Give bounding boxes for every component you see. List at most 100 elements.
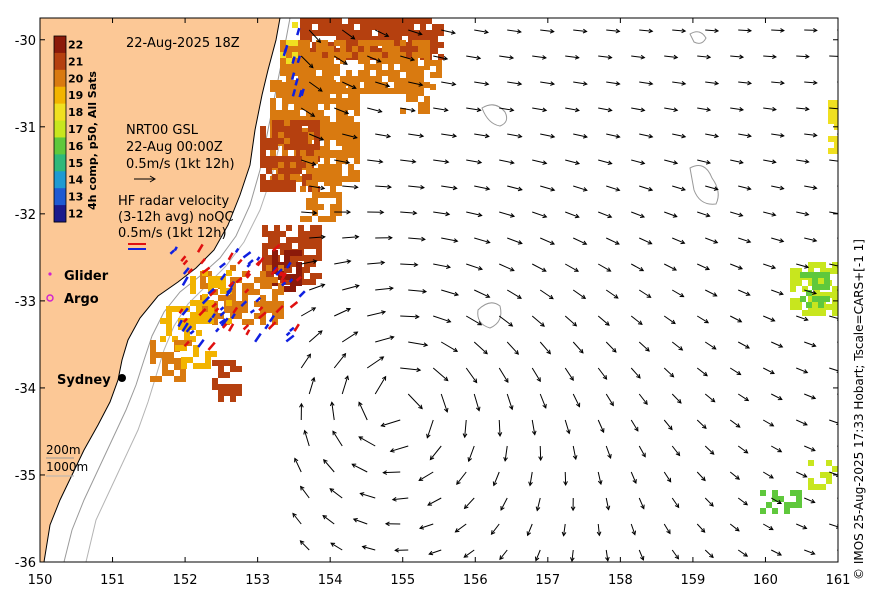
sst-pixel xyxy=(826,268,832,274)
land-mass xyxy=(40,18,281,562)
current-arrow-head xyxy=(412,210,418,216)
current-arrow xyxy=(837,445,838,447)
sst-pixel xyxy=(162,370,168,376)
current-arrow xyxy=(829,315,838,319)
current-arrow-head xyxy=(542,160,548,165)
sst-pixel xyxy=(820,280,826,286)
current-arrow xyxy=(639,237,652,245)
hf-vector xyxy=(242,323,250,331)
sst-pixel xyxy=(834,136,838,142)
sst-pixel xyxy=(196,306,202,312)
sst-pixel xyxy=(310,273,316,279)
current-arrow xyxy=(408,341,428,346)
current-arrow xyxy=(597,523,600,536)
sst-pixel xyxy=(208,306,214,312)
sst-pixel xyxy=(838,280,844,286)
sst-pixel xyxy=(818,302,824,308)
sst-pixel xyxy=(322,76,328,82)
sst-pixel xyxy=(190,324,196,330)
current-arrow-head xyxy=(294,457,299,463)
sst-pixel xyxy=(310,261,316,267)
sst-pixel xyxy=(348,18,354,24)
sst-pixel xyxy=(314,120,320,126)
current-arrow-head xyxy=(845,342,849,346)
sst-pixel xyxy=(814,262,820,268)
current-arrow-head xyxy=(477,159,483,165)
current-arrow-head xyxy=(351,463,357,468)
current-arrow-head xyxy=(737,318,743,323)
sst-pixel xyxy=(376,40,382,46)
current-arrow-head xyxy=(417,31,423,36)
sst-pixel xyxy=(296,262,302,268)
sst-pixel xyxy=(266,162,272,168)
current-arrow xyxy=(638,445,646,457)
sst-pixel xyxy=(260,126,266,132)
sst-pixel xyxy=(284,262,290,268)
current-arrow-head xyxy=(549,28,555,34)
sst-pixel xyxy=(212,384,218,390)
sst-pixel xyxy=(284,156,290,162)
sst-pixel xyxy=(288,92,294,98)
sst-pixel xyxy=(306,86,312,92)
sst-pixel xyxy=(388,88,394,94)
sst-pixel xyxy=(310,279,316,285)
current-arrow-head xyxy=(804,159,810,164)
sst-pixel xyxy=(342,176,348,182)
sst-pixel xyxy=(266,180,272,186)
current-arrow-head xyxy=(574,55,580,60)
sst-pixel xyxy=(818,296,824,302)
sst-pixel xyxy=(294,110,300,116)
lon-axis: 150 151 152 153 154 155 156 157 158 159 160 161 xyxy=(28,18,850,588)
current-arrow xyxy=(531,367,541,382)
sst-pixel xyxy=(308,174,314,180)
current-arrow-head xyxy=(674,503,680,509)
current-arrow-head xyxy=(542,55,547,60)
sst-pixel xyxy=(838,268,844,274)
sst-pixel xyxy=(296,280,302,286)
sst-pixel xyxy=(224,295,230,301)
sst-pixel xyxy=(276,86,282,92)
current-arrow xyxy=(829,471,838,476)
sst-pixel xyxy=(832,286,838,292)
current-arrow xyxy=(506,289,522,299)
sst-pixel xyxy=(812,284,818,290)
sst-pixel xyxy=(824,278,830,284)
current-arrow-head xyxy=(452,133,458,139)
sst-pixel xyxy=(220,288,226,294)
sst-pixel xyxy=(328,70,334,76)
current-arrow-head xyxy=(712,292,718,297)
current-arrow xyxy=(366,356,384,369)
sst-pixel xyxy=(408,30,414,36)
current-arrow-head xyxy=(353,331,359,336)
current-arrow-head xyxy=(382,470,388,475)
hf-vector xyxy=(232,306,239,314)
sst-pixel xyxy=(834,142,838,148)
current-arrow-head xyxy=(462,433,468,439)
current-arrow-head xyxy=(637,320,643,326)
sst-pixel xyxy=(426,18,432,24)
current-arrow xyxy=(796,159,809,163)
sst-pixel xyxy=(806,302,812,308)
sst-pixel xyxy=(242,271,248,277)
current-arrow-head xyxy=(836,472,838,477)
sst-pixel xyxy=(290,156,296,162)
current-arrow xyxy=(671,549,679,560)
sst-pixel xyxy=(212,319,218,325)
sst-pixel xyxy=(820,268,826,274)
sst-pixel xyxy=(162,358,168,364)
sst-pixel xyxy=(342,140,348,146)
lon-tick-label: 155 xyxy=(390,573,415,588)
sst-pixel xyxy=(396,30,402,36)
sst-pixel xyxy=(318,192,324,198)
current-arrow-head xyxy=(743,552,749,557)
sst-pixel xyxy=(298,46,304,52)
sst-pixel xyxy=(772,496,778,502)
sst-pixel xyxy=(306,98,312,104)
current-arrow xyxy=(498,419,501,436)
sst-pixel xyxy=(802,286,808,292)
sst-pixel xyxy=(382,88,388,94)
current-arrow xyxy=(300,486,310,499)
current-arrow-head xyxy=(341,352,347,358)
lat-tick-label: -34 xyxy=(15,382,36,397)
sst-pixel xyxy=(214,282,220,288)
